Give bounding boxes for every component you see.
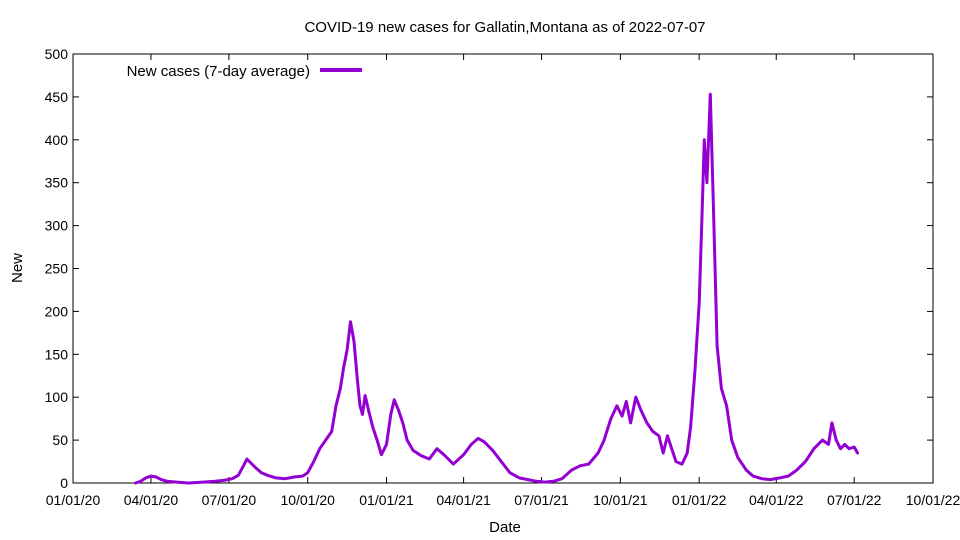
x-tick-label: 10/01/20 [280, 492, 335, 508]
x-tick-label: 10/01/22 [906, 492, 960, 508]
y-tick-label: 300 [45, 218, 69, 234]
y-tick-label: 250 [45, 261, 69, 277]
y-tick-label: 450 [45, 89, 69, 105]
x-tick-label: 04/01/20 [124, 492, 179, 508]
x-tick-label: 07/01/22 [827, 492, 882, 508]
x-tick-label: 10/01/21 [593, 492, 648, 508]
y-tick-label: 50 [52, 432, 68, 448]
y-axis-label: New [9, 253, 26, 283]
y-tick-label: 200 [45, 303, 69, 319]
y-axis-ticks: 0 50 100 150 200 250 300 350 400 450 500 [45, 46, 933, 491]
y-tick-label: 500 [45, 46, 69, 62]
chart-title: COVID-19 new cases for Gallatin,Montana … [304, 19, 705, 36]
y-tick-label: 150 [45, 346, 69, 362]
x-tick-label: 07/01/21 [514, 492, 569, 508]
x-tick-label: 01/01/22 [672, 492, 727, 508]
x-tick-label: 07/01/20 [202, 492, 257, 508]
x-tick-label: 04/01/22 [749, 492, 804, 508]
series-line [134, 92, 860, 485]
y-tick-label: 100 [45, 389, 69, 405]
y-tick-label: 400 [45, 132, 69, 148]
y-tick-label: 0 [60, 475, 68, 491]
x-tick-label: 01/01/20 [46, 492, 101, 508]
legend: New cases (7-day average) [127, 63, 362, 80]
x-tick-label: 04/01/21 [436, 492, 491, 508]
series-layer [134, 92, 860, 485]
y-tick-label: 350 [45, 175, 69, 191]
legend-label: New cases (7-day average) [127, 63, 310, 80]
x-axis-label: Date [489, 519, 521, 536]
x-tick-label: 01/01/21 [359, 492, 414, 508]
plot-border [72, 53, 934, 484]
